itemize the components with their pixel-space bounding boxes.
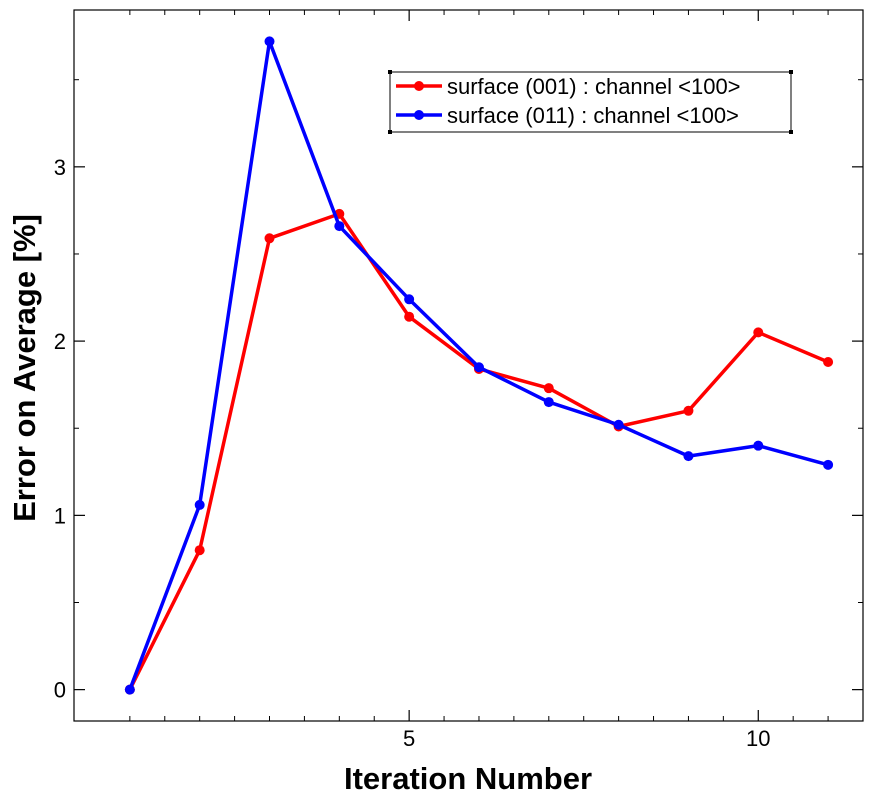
legend-handle xyxy=(789,130,793,134)
y-tick-label: 3 xyxy=(54,155,66,180)
series-2-point xyxy=(334,221,345,232)
series-1-point xyxy=(543,383,554,394)
series-1-point xyxy=(194,545,205,556)
series-2 xyxy=(124,36,834,695)
y-tick-label: 2 xyxy=(54,329,66,354)
series-2-point xyxy=(264,36,275,47)
series-2-point xyxy=(823,459,834,470)
axis-tick-labels: 5 10 0 1 2 3 xyxy=(54,155,771,751)
legend-handle xyxy=(388,70,392,74)
series-2-point xyxy=(543,397,554,408)
series-2-point xyxy=(124,684,135,695)
y-tick-label: 1 xyxy=(54,503,66,528)
legend-handle xyxy=(789,70,793,74)
legend-label: surface (011) : channel <100> xyxy=(447,103,739,128)
series-2-point xyxy=(404,294,415,305)
series-1-point xyxy=(264,233,275,244)
legend-item: surface (001) : channel <100> xyxy=(396,74,741,99)
plot-area-border xyxy=(73,9,864,722)
series-2-point xyxy=(473,362,484,373)
legend-marker-swatch xyxy=(414,81,424,91)
series-1-point xyxy=(683,405,694,416)
legend: surface (001) : channel <100> surface (01… xyxy=(388,70,793,134)
x-tick-label: 5 xyxy=(403,726,415,751)
legend-handle xyxy=(388,130,392,134)
x-axis-title: Iteration Number xyxy=(344,761,592,796)
y-axis-title: Error on Average [%] xyxy=(7,214,42,522)
series-1-point xyxy=(404,311,415,322)
series-2-point xyxy=(613,419,624,430)
legend-marker-swatch xyxy=(414,110,424,120)
legend-item: surface (011) : channel <100> xyxy=(396,103,739,128)
legend-box xyxy=(389,71,792,133)
series-1-point xyxy=(753,327,764,338)
series-2-point xyxy=(753,440,764,451)
series-2-point xyxy=(683,451,694,462)
series-group xyxy=(124,36,834,695)
series-1-point xyxy=(823,357,834,368)
series-2-point xyxy=(194,499,205,510)
x-tick-label: 10 xyxy=(746,726,770,751)
axis-ticks xyxy=(74,10,863,721)
y-tick-label: 0 xyxy=(54,678,66,703)
legend-label: surface (001) : channel <100> xyxy=(447,74,741,99)
